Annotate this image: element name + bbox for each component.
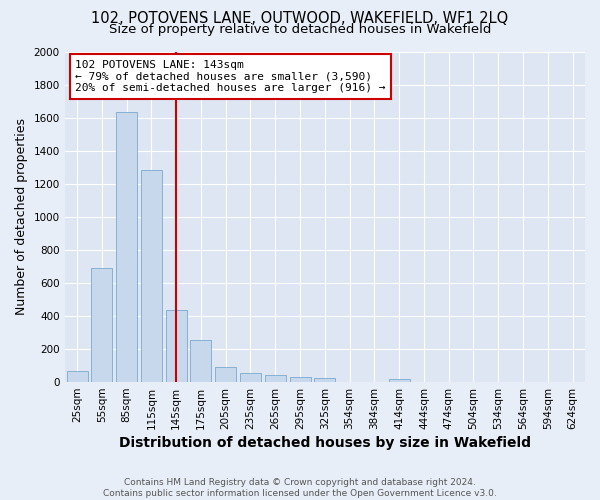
Bar bbox=[240, 373, 261, 382]
Bar bbox=[265, 376, 286, 382]
Bar bbox=[116, 112, 137, 382]
Text: Size of property relative to detached houses in Wakefield: Size of property relative to detached ho… bbox=[109, 24, 491, 36]
Bar bbox=[290, 377, 311, 382]
Bar bbox=[166, 310, 187, 382]
Bar bbox=[67, 372, 88, 382]
Bar bbox=[141, 170, 162, 382]
Bar bbox=[91, 268, 112, 382]
Text: 102, POTOVENS LANE, OUTWOOD, WAKEFIELD, WF1 2LQ: 102, POTOVENS LANE, OUTWOOD, WAKEFIELD, … bbox=[91, 11, 509, 26]
Bar bbox=[190, 340, 211, 382]
Bar bbox=[389, 379, 410, 382]
X-axis label: Distribution of detached houses by size in Wakefield: Distribution of detached houses by size … bbox=[119, 436, 531, 450]
Bar bbox=[215, 367, 236, 382]
Bar bbox=[314, 378, 335, 382]
Text: 102 POTOVENS LANE: 143sqm
← 79% of detached houses are smaller (3,590)
20% of se: 102 POTOVENS LANE: 143sqm ← 79% of detac… bbox=[75, 60, 386, 93]
Text: Contains HM Land Registry data © Crown copyright and database right 2024.
Contai: Contains HM Land Registry data © Crown c… bbox=[103, 478, 497, 498]
Y-axis label: Number of detached properties: Number of detached properties bbox=[15, 118, 28, 316]
